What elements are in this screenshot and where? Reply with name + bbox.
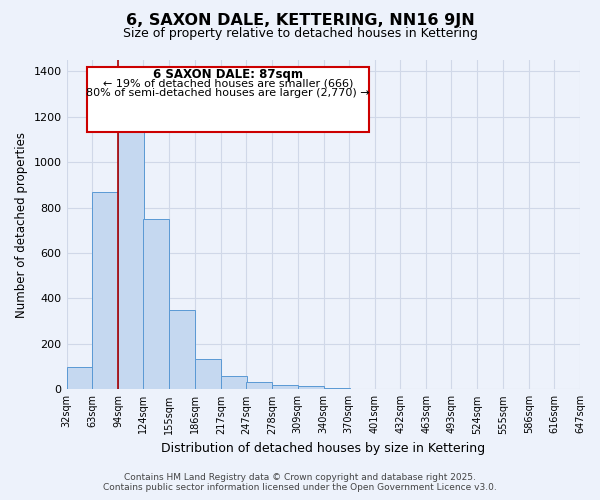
Bar xyxy=(221,376,247,390)
Bar xyxy=(143,219,169,390)
Bar xyxy=(195,358,221,390)
FancyBboxPatch shape xyxy=(87,66,370,132)
Bar xyxy=(298,386,323,390)
Text: Contains public sector information licensed under the Open Government Licence v3: Contains public sector information licen… xyxy=(103,484,497,492)
Text: Size of property relative to detached houses in Kettering: Size of property relative to detached ho… xyxy=(122,28,478,40)
Bar xyxy=(118,126,144,390)
Bar xyxy=(169,310,195,390)
Bar xyxy=(67,366,92,390)
Text: 80% of semi-detached houses are larger (2,770) →: 80% of semi-detached houses are larger (… xyxy=(86,88,370,98)
Text: ← 19% of detached houses are smaller (666): ← 19% of detached houses are smaller (66… xyxy=(103,78,353,88)
Bar xyxy=(92,192,118,390)
Text: Contains HM Land Registry data © Crown copyright and database right 2025.: Contains HM Land Registry data © Crown c… xyxy=(124,474,476,482)
Bar xyxy=(246,382,272,390)
Bar xyxy=(323,388,350,390)
Text: 6 SAXON DALE: 87sqm: 6 SAXON DALE: 87sqm xyxy=(153,68,303,81)
Y-axis label: Number of detached properties: Number of detached properties xyxy=(15,132,28,318)
X-axis label: Distribution of detached houses by size in Kettering: Distribution of detached houses by size … xyxy=(161,442,485,455)
Text: 6, SAXON DALE, KETTERING, NN16 9JN: 6, SAXON DALE, KETTERING, NN16 9JN xyxy=(125,12,475,28)
Bar xyxy=(272,385,298,390)
